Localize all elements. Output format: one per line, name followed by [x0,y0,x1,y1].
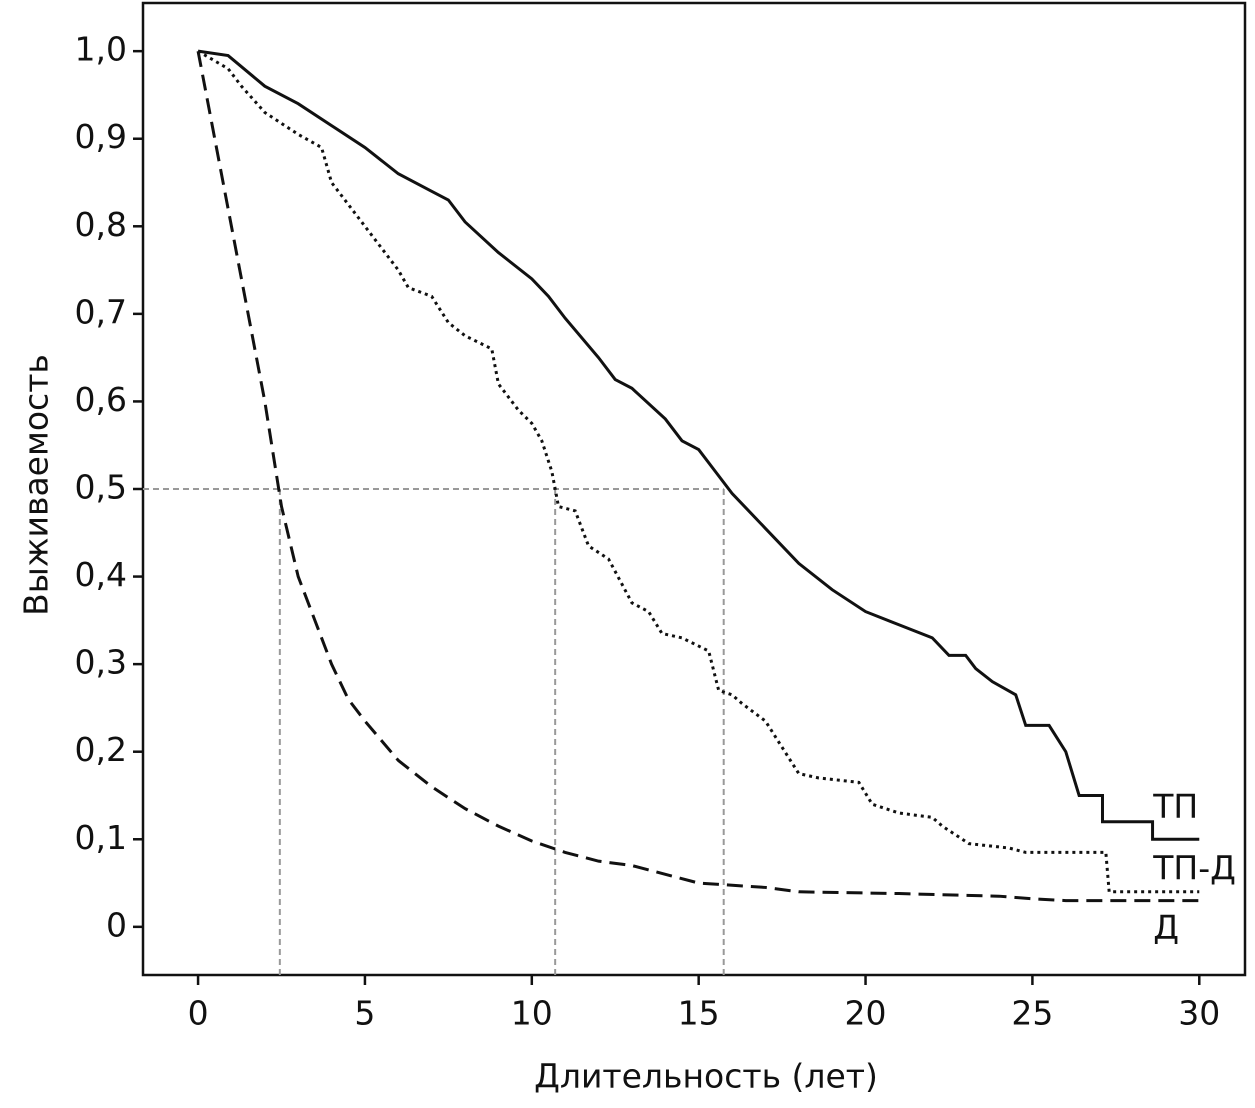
y-tick-label: 1,0 [75,30,127,69]
x-tick-label: 30 [1178,994,1220,1033]
y-tick-label: 0,5 [75,468,127,507]
x-tick-label: 0 [188,994,209,1033]
survival-line [197,49,1200,894]
series-end-label: Д [1153,908,1179,947]
y-tick-label: 0,8 [75,205,127,244]
series-end-label: ТП [1152,787,1198,826]
y-tick-label: 0,3 [75,643,127,682]
y-tick-label: 0,6 [75,380,127,419]
y-tick-label: 0,1 [75,818,127,857]
survival-line [197,49,1200,841]
y-tick-label: 0,4 [75,555,127,594]
y-tick-label: 0,9 [75,117,127,156]
x-tick-label: 10 [511,994,553,1033]
x-tick-label: 5 [354,994,375,1033]
x-axis-label: Длительность (лет) [534,1057,878,1096]
y-tick-label: 0 [106,905,127,944]
x-tick-label: 20 [845,994,887,1033]
x-tick-label: 15 [678,994,720,1033]
y-axis-label: Выживаемость [17,354,56,616]
series-end-label: ТП-Д [1152,848,1236,887]
y-tick-label: 0,7 [75,292,127,331]
y-tick-label: 0,2 [75,730,127,769]
x-tick-label: 25 [1011,994,1053,1033]
survival-line [196,50,1200,903]
